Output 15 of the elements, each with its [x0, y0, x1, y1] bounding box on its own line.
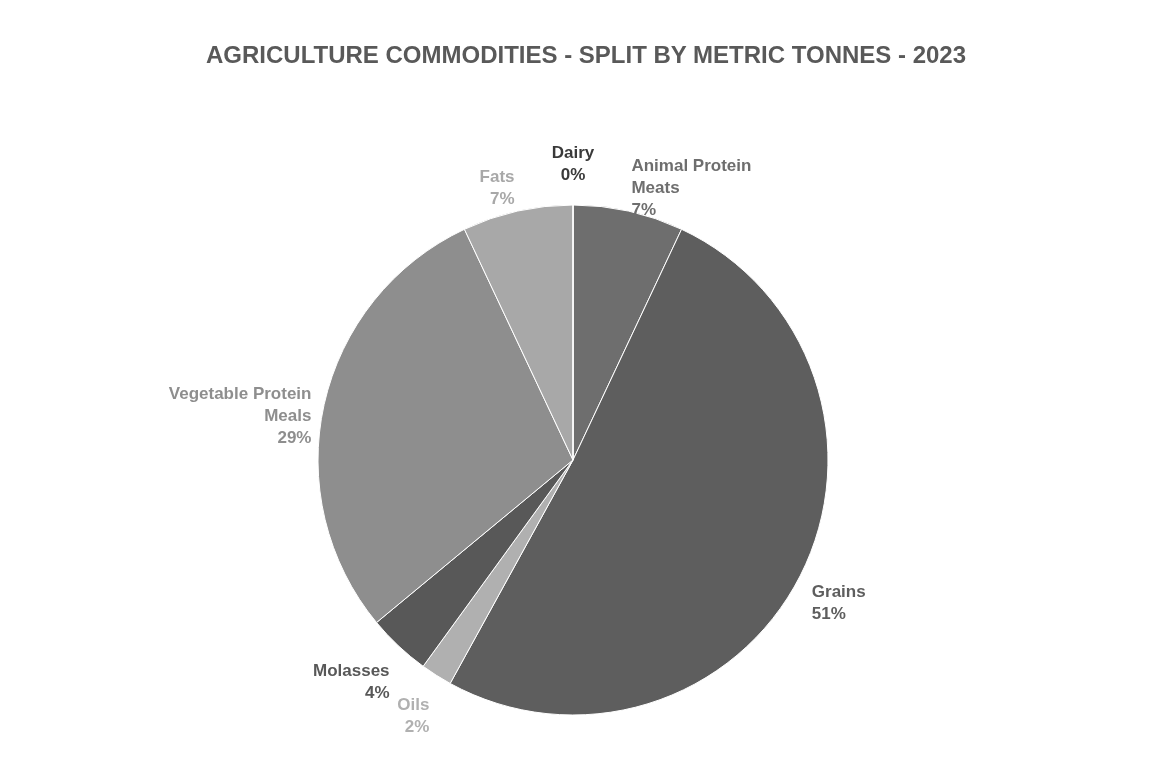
slice-label: Grains: [811, 581, 866, 601]
data-label: 7%: [489, 188, 515, 208]
category-label: Dairy: [551, 143, 595, 162]
slice-label: Animal Protein Meats: [631, 156, 752, 198]
data-label: 2%: [404, 716, 430, 736]
slice-label: Molasses: [312, 661, 390, 681]
text: 0%: [560, 165, 586, 184]
slice-label: Fats: [479, 166, 515, 186]
slice-label: Oils: [397, 694, 430, 714]
data-label: 51%: [811, 603, 846, 623]
slice-label: Vegetable Protein Meals: [168, 384, 312, 426]
data-label: 7%: [631, 200, 657, 220]
data-label: 29%: [277, 428, 312, 448]
chart-title: AGRICULTURE COMMODITIES - SPLIT BY METRIC TONNES - 2023: [205, 41, 967, 68]
data-label: 4%: [364, 683, 390, 703]
